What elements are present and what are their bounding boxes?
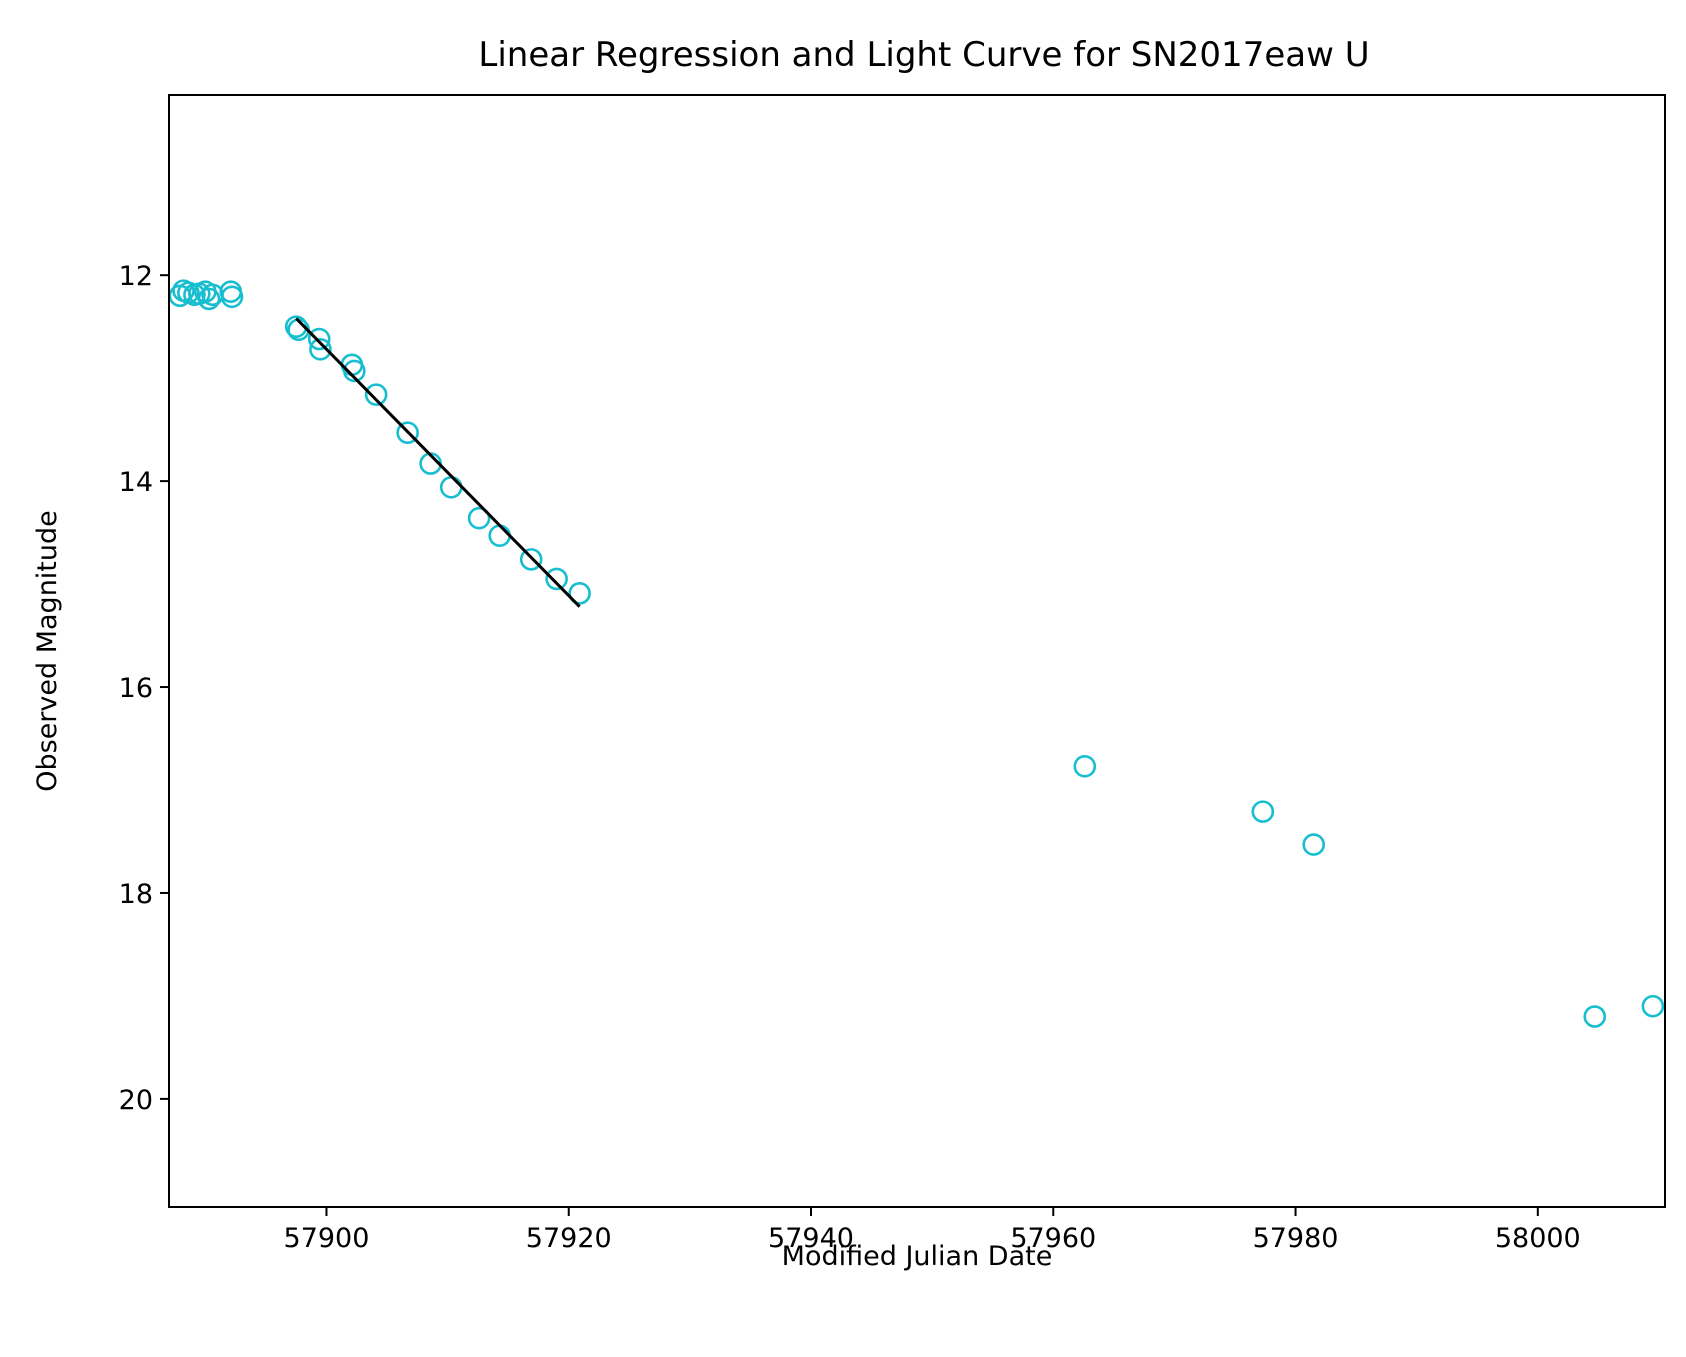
x-tick-label: 57920: [526, 1223, 612, 1254]
y-tick-label: 12: [119, 261, 153, 292]
y-tick-label: 18: [119, 879, 153, 910]
y-tick-label: 20: [119, 1085, 153, 1116]
data-point: [364, 383, 388, 406]
x-tick-label: 57960: [1010, 1223, 1096, 1254]
y-axis-label: Observed Magnitude: [32, 510, 63, 792]
y-tick-label: 16: [119, 673, 153, 704]
plot-area: [168, 279, 1665, 1028]
data-point: [307, 327, 331, 351]
data-point: [343, 359, 366, 383]
y-axis-ticks: 12 14 16 18 20: [119, 261, 169, 1116]
x-axis-label: Modified Julian Date: [782, 1241, 1053, 1272]
data-point: [488, 524, 511, 547]
x-tick-label: 58000: [1495, 1223, 1581, 1254]
x-tick-label: 57980: [1253, 1223, 1339, 1254]
data-point: [197, 287, 221, 311]
data-point: [1073, 755, 1097, 778]
data-point: [439, 475, 463, 499]
data-point: [568, 582, 591, 605]
y-tick-label: 14: [119, 467, 153, 498]
chart-title: Linear Regression and Light Curve for SN…: [478, 35, 1369, 75]
data-point: [309, 338, 332, 361]
x-tick-label: 57900: [284, 1223, 370, 1254]
regression-line: [295, 317, 581, 608]
data-point: [519, 548, 543, 571]
data-point: [1251, 800, 1275, 823]
data-point: [545, 567, 568, 591]
data-point: [1641, 994, 1665, 1018]
axes-frame: [168, 94, 1666, 1208]
x-tick-label: 57940: [768, 1223, 854, 1254]
x-axis-ticks: 57900 57920 57940 57960 57980 58000: [284, 1207, 1581, 1254]
data-point: [220, 285, 244, 309]
data-point: [396, 421, 419, 445]
data-point: [1302, 833, 1326, 856]
data-point: [1583, 1005, 1607, 1028]
data-point: [467, 506, 491, 530]
